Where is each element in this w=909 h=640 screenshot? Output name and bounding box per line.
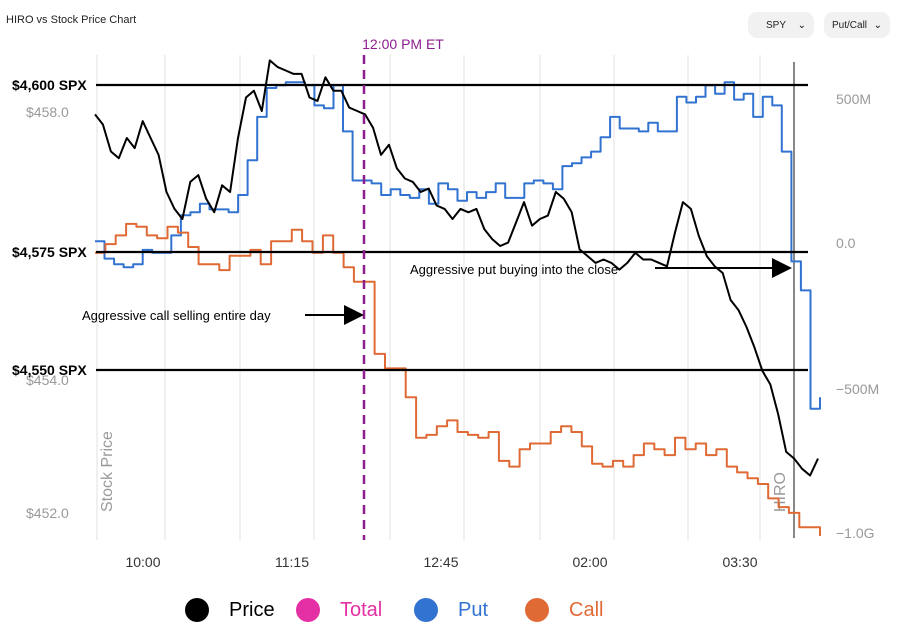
right-axis-label: HIRO <box>772 472 789 512</box>
legend-item-put[interactable]: Put <box>414 598 488 622</box>
left-axis-label: Stock Price <box>99 431 116 512</box>
noon-marker-label: 12:00 PM ET <box>362 36 444 52</box>
legend-call-label: Call <box>569 598 604 621</box>
legend-total-label: Total <box>340 598 383 621</box>
put-series-line <box>95 81 821 410</box>
right-axis-tick: −1.0G <box>836 525 875 541</box>
symbol-select-value: SPY <box>766 19 787 31</box>
left-axis-tick: $452.0 <box>26 505 69 521</box>
right-axis-tick: −500M <box>836 381 879 397</box>
chevron-down-icon: ⌄ <box>873 19 882 31</box>
chart-title: HIRO vs Stock Price Chart <box>6 14 137 26</box>
left-axis-tick: $458.0 <box>26 104 69 120</box>
legend-price-label: Price <box>229 598 275 621</box>
annotation-put-buying: Aggressive put buying into the close <box>410 262 618 277</box>
price-series-line <box>94 59 819 477</box>
legend: Price <box>185 598 275 622</box>
annotation-call-selling: Aggressive call selling entire day <box>82 308 271 323</box>
legend-total-dot <box>296 598 320 622</box>
spx-level-label: $4,550 SPX <box>12 362 87 378</box>
legend-put-dot <box>414 598 438 622</box>
mode-select-value: Put/Call <box>832 19 868 31</box>
symbol-select[interactable]: SPY ⌄ <box>748 12 814 38</box>
legend-item-total[interactable]: Total <box>296 598 382 622</box>
legend-call-dot <box>525 598 549 622</box>
mode-select[interactable]: Put/Call ⌄ <box>824 12 890 38</box>
chevron-down-icon: ⌄ <box>797 19 806 31</box>
x-tick-label: 10:00 <box>125 554 160 570</box>
right-axis-tick: 0.0 <box>836 235 856 251</box>
spx-level-label: $4,600 SPX <box>12 77 87 93</box>
legend-price-dot <box>185 598 209 622</box>
spx-level-label: $4,575 SPX <box>12 244 87 260</box>
right-axis-tick: 500M <box>836 91 871 107</box>
call-series-line <box>95 222 821 536</box>
left-axis-tick: $454.0 <box>26 372 69 388</box>
legend-item-price[interactable]: Price <box>185 598 275 622</box>
legend-put-label: Put <box>458 598 489 621</box>
legend-total: Total <box>296 598 382 622</box>
x-tick-label: 12:45 <box>423 554 458 570</box>
legend-item-call[interactable]: Call <box>525 598 603 622</box>
legend-put: Put <box>414 598 488 622</box>
legend-call: Call <box>525 598 603 622</box>
x-tick-label: 03:30 <box>722 554 757 570</box>
x-tick-label: 11:15 <box>275 554 309 570</box>
x-tick-label: 02:00 <box>572 554 607 570</box>
